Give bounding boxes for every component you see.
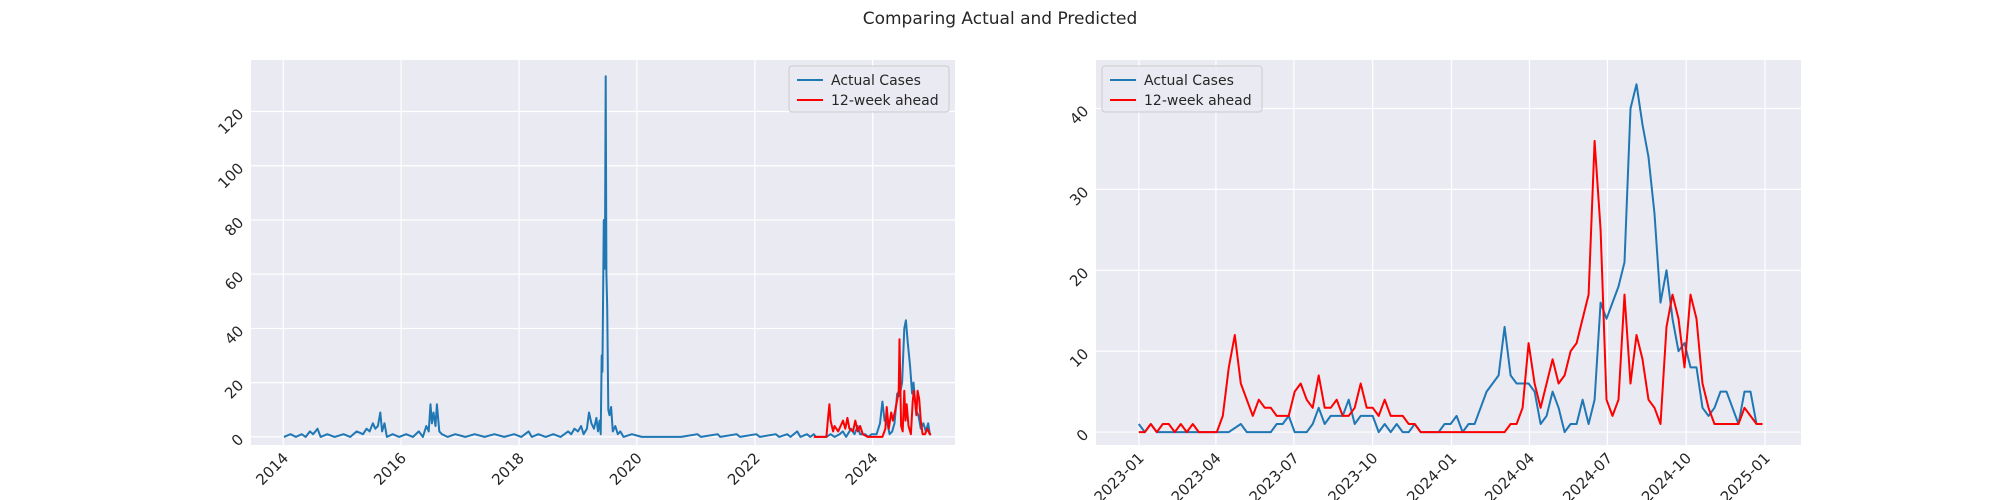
series-line-actual xyxy=(283,75,932,438)
legend-label: Actual Cases xyxy=(1144,73,1234,89)
y-tick-label: 40 xyxy=(221,322,247,348)
x-tick-label: 2024-01 xyxy=(1403,449,1460,500)
x-tick-label: 2022 xyxy=(724,449,764,489)
y-tick-label: 0 xyxy=(1073,426,1092,445)
y-tick-label: 20 xyxy=(221,376,247,402)
y-tick-label: 60 xyxy=(221,268,247,294)
x-tick-label: 2023-10 xyxy=(1324,449,1381,500)
x-tick-label: 2025-01 xyxy=(1717,449,1774,500)
x-tick-label: 2024-07 xyxy=(1559,449,1616,500)
legend-label: 12-week ahead xyxy=(1144,93,1252,109)
y-tick-label: 100 xyxy=(214,159,247,192)
x-tick-label: 2023-07 xyxy=(1246,449,1303,500)
y-tick-label: 30 xyxy=(1066,183,1092,209)
x-tick-label: 2014 xyxy=(252,449,292,489)
series-line-predicted xyxy=(813,338,932,438)
chart-2: 2023-01 2023-04 2023-07 2023-10 2024-01 2024-… xyxy=(1066,60,1801,500)
x-tick-label: 2018 xyxy=(488,449,528,489)
legend-label: Actual Cases xyxy=(831,73,921,89)
y-tick-label: 120 xyxy=(214,105,247,138)
x-tick-label: 2024-10 xyxy=(1638,449,1695,500)
x-tick-label: 2016 xyxy=(370,449,410,489)
legend: Actual Cases 12-week ahead xyxy=(1101,65,1263,113)
legend-label: 12-week ahead xyxy=(831,93,939,109)
y-tick-label: 40 xyxy=(1066,102,1092,128)
y-tick-label: 20 xyxy=(1066,264,1092,290)
figure-title: Comparing Actual and Predicted xyxy=(863,9,1138,29)
legend-box xyxy=(1101,65,1263,113)
x-tick-label: 2024 xyxy=(842,449,882,489)
chart-1: 2014 2016 2018 2020 2022 2024 0 20 40 60 80 100 120 A… xyxy=(214,60,955,489)
x-tick-label: 2023-04 xyxy=(1168,449,1225,500)
x-tick-label: 2020 xyxy=(606,449,646,489)
series-line-predicted xyxy=(1138,139,1763,434)
y-tick-label: 10 xyxy=(1066,345,1092,371)
series-line-actual xyxy=(1137,83,1763,434)
legend-box xyxy=(788,65,950,113)
y-tick-label: 0 xyxy=(228,431,247,450)
plot-area xyxy=(1096,60,1801,445)
y-tick-label: 80 xyxy=(221,214,247,240)
x-tick-label: 2023-01 xyxy=(1091,449,1148,500)
x-tick-label: 2024-04 xyxy=(1481,449,1538,500)
legend: Actual Cases 12-week ahead xyxy=(788,65,950,113)
